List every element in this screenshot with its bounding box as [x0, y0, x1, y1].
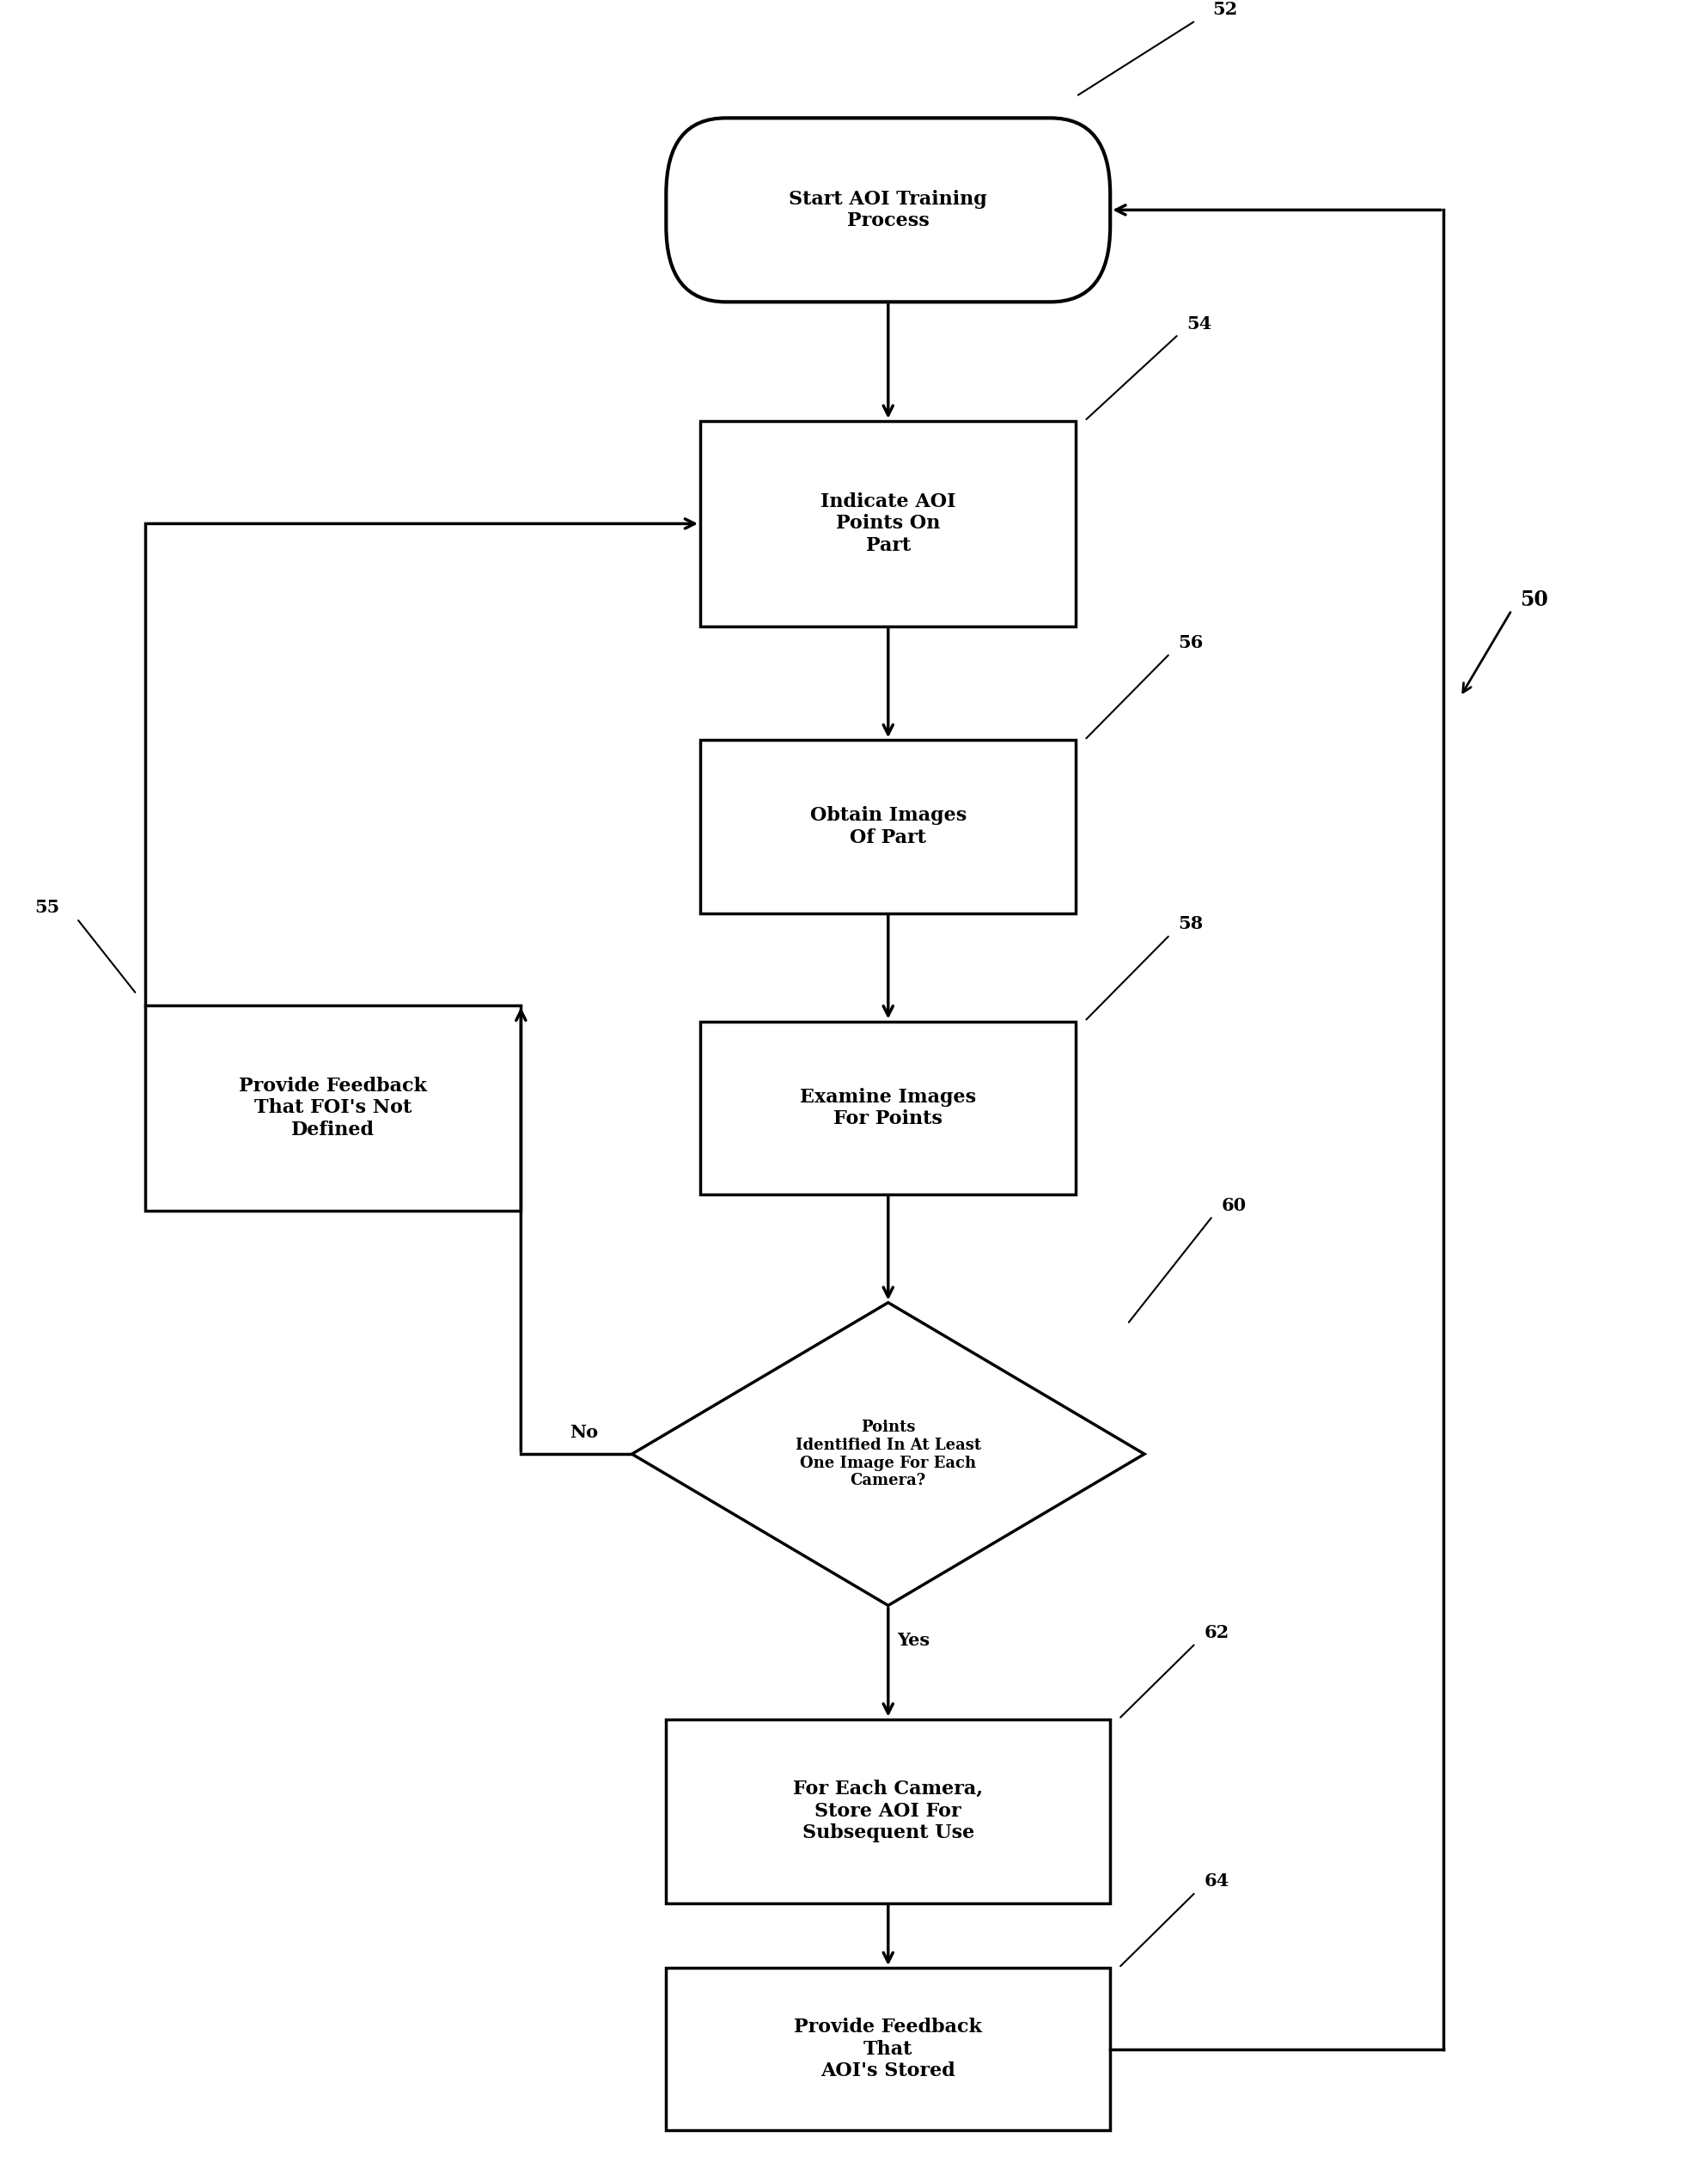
Text: 54: 54	[1187, 314, 1213, 332]
Text: 50: 50	[1520, 590, 1549, 609]
Text: 60: 60	[1221, 1197, 1247, 1214]
Text: 62: 62	[1204, 1624, 1230, 1641]
Text: Examine Images
For Points: Examine Images For Points	[799, 1088, 977, 1127]
Bar	[700, 421, 1076, 627]
Text: Indicate AOI
Points On
Part: Indicate AOI Points On Part	[820, 492, 956, 555]
FancyBboxPatch shape	[666, 117, 1110, 301]
Text: No: No	[569, 1424, 598, 1442]
Text: Points
Identified In At Least
One Image For Each
Camera?: Points Identified In At Least One Image …	[796, 1420, 980, 1489]
Text: Yes: Yes	[897, 1633, 931, 1648]
Polygon shape	[632, 1303, 1144, 1606]
Text: 58: 58	[1179, 915, 1204, 932]
Text: 56: 56	[1179, 633, 1204, 650]
Text: 64: 64	[1204, 1873, 1230, 1890]
Text: Provide Feedback
That
AOI's Stored: Provide Feedback That AOI's Stored	[794, 2018, 982, 2081]
Bar	[145, 1006, 521, 1210]
Text: Provide Feedback
That FOI's Not
Defined: Provide Feedback That FOI's Not Defined	[239, 1077, 427, 1138]
Text: Start AOI Training
Process: Start AOI Training Process	[789, 189, 987, 230]
Text: 52: 52	[1213, 2, 1238, 17]
Bar	[666, 1719, 1110, 1904]
Text: Obtain Images
Of Part: Obtain Images Of Part	[810, 806, 967, 848]
Bar	[666, 1969, 1110, 2131]
Bar	[700, 1021, 1076, 1195]
Bar	[700, 739, 1076, 913]
Text: 55: 55	[34, 900, 60, 917]
Text: For Each Camera,
Store AOI For
Subsequent Use: For Each Camera, Store AOI For Subsequen…	[793, 1780, 984, 1843]
